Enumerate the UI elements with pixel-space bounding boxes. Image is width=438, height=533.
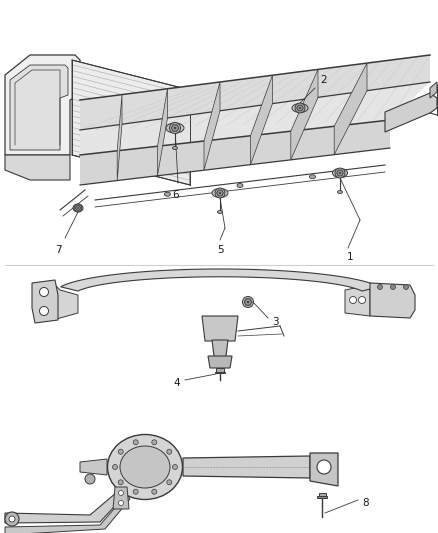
Polygon shape (5, 155, 70, 180)
Ellipse shape (212, 189, 228, 198)
Circle shape (118, 480, 123, 485)
Circle shape (152, 440, 157, 445)
Polygon shape (117, 94, 122, 181)
Circle shape (118, 449, 123, 454)
Circle shape (243, 296, 254, 308)
Circle shape (133, 489, 138, 494)
Circle shape (74, 204, 82, 212)
Polygon shape (212, 340, 228, 358)
Ellipse shape (310, 175, 315, 179)
Ellipse shape (332, 168, 347, 177)
Circle shape (219, 192, 221, 194)
Polygon shape (10, 65, 68, 150)
Circle shape (403, 285, 409, 289)
Circle shape (350, 296, 357, 303)
Circle shape (119, 500, 124, 505)
Polygon shape (310, 453, 338, 486)
Text: 5: 5 (217, 245, 223, 255)
Text: 1: 1 (347, 252, 353, 262)
Polygon shape (430, 82, 437, 98)
Circle shape (358, 296, 365, 303)
Polygon shape (80, 55, 430, 155)
Circle shape (119, 490, 124, 496)
Polygon shape (251, 75, 272, 165)
Circle shape (85, 474, 95, 484)
Polygon shape (297, 105, 304, 111)
Circle shape (299, 107, 301, 109)
Circle shape (173, 464, 177, 470)
Polygon shape (113, 487, 129, 509)
Polygon shape (80, 55, 430, 130)
Circle shape (9, 516, 15, 522)
Polygon shape (370, 283, 415, 318)
Ellipse shape (218, 211, 223, 214)
Ellipse shape (107, 434, 183, 499)
Circle shape (295, 103, 305, 113)
Circle shape (152, 489, 157, 494)
Circle shape (5, 512, 19, 526)
Polygon shape (217, 190, 223, 196)
Polygon shape (5, 494, 130, 533)
Polygon shape (75, 206, 81, 211)
Circle shape (39, 306, 49, 316)
Polygon shape (32, 280, 58, 323)
Circle shape (167, 480, 172, 485)
Circle shape (339, 172, 341, 174)
Polygon shape (244, 299, 252, 305)
Polygon shape (5, 55, 80, 155)
Polygon shape (80, 459, 107, 475)
FancyBboxPatch shape (318, 496, 327, 498)
Polygon shape (158, 89, 167, 176)
Ellipse shape (338, 190, 343, 193)
Text: 8: 8 (362, 498, 369, 508)
Ellipse shape (166, 123, 184, 133)
Circle shape (215, 188, 225, 198)
Circle shape (170, 123, 180, 133)
Polygon shape (334, 63, 367, 155)
Circle shape (378, 285, 382, 289)
Ellipse shape (173, 147, 177, 149)
Circle shape (133, 440, 138, 445)
Circle shape (247, 301, 249, 303)
Polygon shape (345, 285, 370, 316)
Polygon shape (291, 69, 318, 160)
Polygon shape (5, 487, 125, 523)
Polygon shape (60, 269, 379, 291)
Polygon shape (385, 93, 437, 132)
Ellipse shape (73, 204, 83, 212)
Ellipse shape (165, 192, 170, 196)
Circle shape (113, 464, 117, 470)
Polygon shape (337, 170, 343, 176)
Circle shape (174, 127, 176, 129)
Text: 6: 6 (173, 190, 179, 200)
Circle shape (77, 207, 79, 209)
Circle shape (335, 168, 345, 178)
Polygon shape (72, 60, 190, 185)
FancyBboxPatch shape (318, 493, 325, 497)
Text: 3: 3 (272, 317, 279, 327)
Polygon shape (171, 125, 179, 131)
Circle shape (167, 449, 172, 454)
Ellipse shape (120, 446, 170, 488)
Polygon shape (204, 82, 220, 170)
Circle shape (317, 460, 331, 474)
Polygon shape (80, 120, 390, 185)
FancyBboxPatch shape (215, 372, 225, 373)
Polygon shape (183, 456, 310, 478)
Polygon shape (202, 316, 238, 341)
Text: 2: 2 (320, 75, 327, 85)
Text: 4: 4 (173, 378, 180, 388)
Polygon shape (208, 356, 232, 368)
Ellipse shape (292, 103, 308, 112)
Circle shape (39, 287, 49, 296)
Text: 7: 7 (55, 245, 61, 255)
FancyBboxPatch shape (216, 368, 224, 373)
Ellipse shape (237, 183, 243, 188)
Circle shape (391, 285, 396, 289)
Polygon shape (55, 285, 78, 320)
